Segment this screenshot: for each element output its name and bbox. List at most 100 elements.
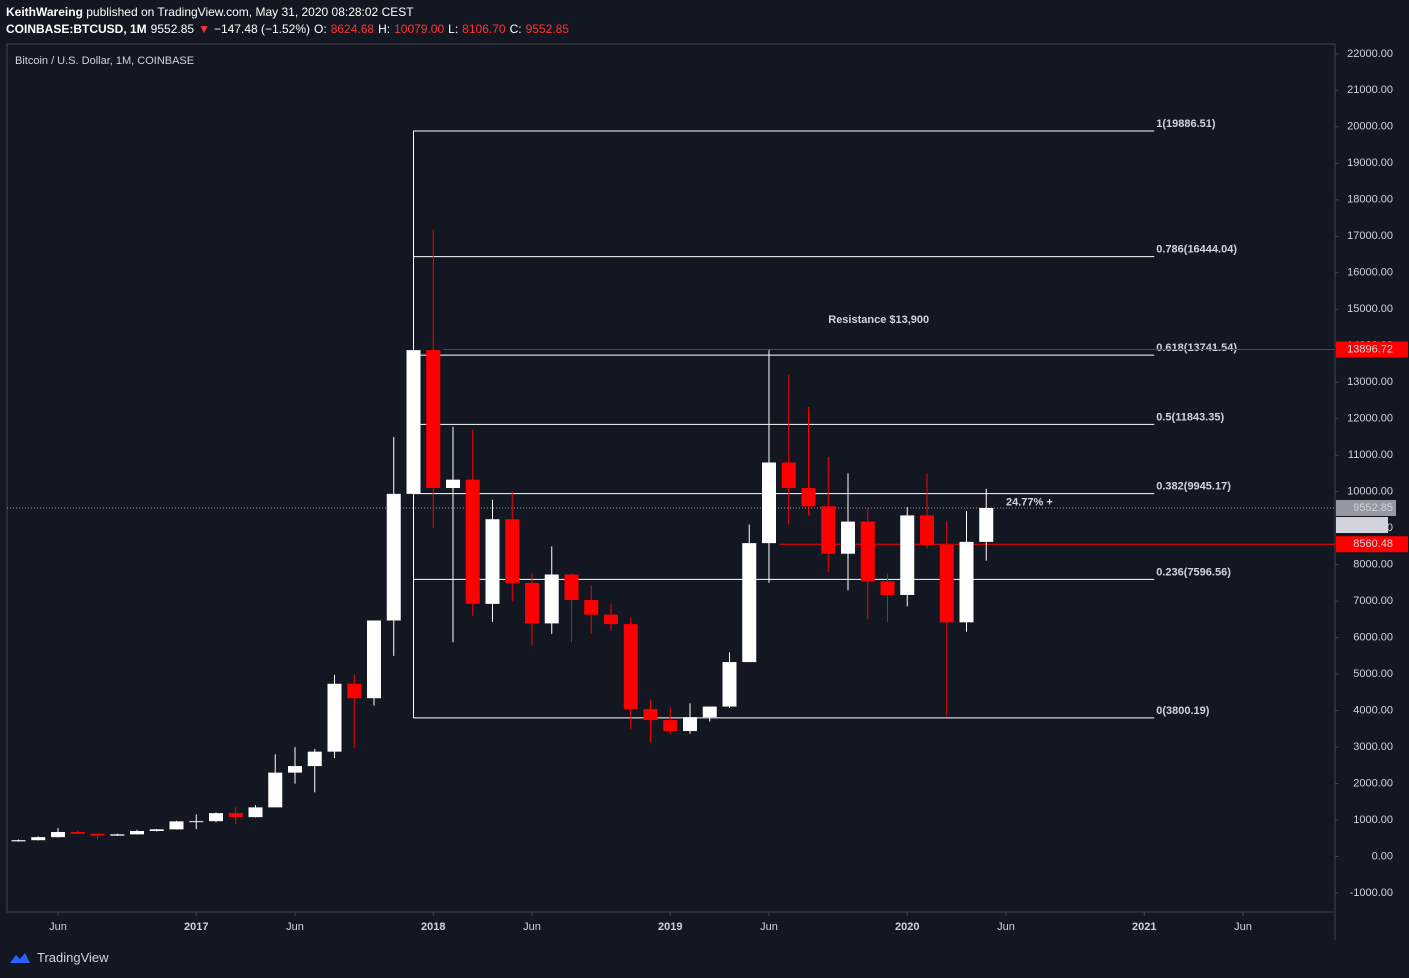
y-tick-label: 5000.00 <box>1353 668 1393 680</box>
candle-body <box>959 541 974 623</box>
candle-body <box>189 821 204 823</box>
price-tag <box>1336 341 1408 358</box>
fib-label: 0.786(16444.04) <box>1156 243 1237 255</box>
candle-body <box>683 717 697 732</box>
y-tick-label: 17000.00 <box>1347 230 1393 242</box>
y-tick-label: 15000.00 <box>1347 303 1393 315</box>
y-tick-label: 0.00 <box>1372 850 1393 862</box>
quote-part: O: <box>314 22 327 36</box>
y-tick-label: 1000.00 <box>1353 814 1393 826</box>
y-tick-label: 6000.00 <box>1353 632 1393 644</box>
quote-part: COINBASE:BTCUSD, 1M <box>6 22 147 36</box>
fib-label: 0.618(13741.54) <box>1156 342 1237 354</box>
candle-body <box>446 479 460 489</box>
candle-body <box>841 521 855 554</box>
quote-part: H: <box>378 22 391 36</box>
candle-body <box>51 831 65 838</box>
y-tick-label: 10000.00 <box>1347 486 1393 498</box>
candle-body <box>347 683 362 699</box>
brand: TradingView <box>37 950 109 965</box>
x-tick-label: Jun <box>1234 921 1252 933</box>
candle-body <box>426 350 441 489</box>
y-tick-label: 20000.00 <box>1347 121 1393 133</box>
price-tag-label: 13896.72 <box>1347 343 1393 355</box>
quote-part: L: <box>448 22 459 36</box>
candle-body <box>604 614 618 625</box>
published: published on TradingView.com, May 31, 20… <box>86 5 414 19</box>
candle-body <box>149 829 164 832</box>
y-tick-label: 11000.00 <box>1348 449 1393 461</box>
y-tick-label: 3000.00 <box>1353 741 1393 753</box>
y-tick-label: 2000.00 <box>1353 777 1393 789</box>
x-tick-label: 2020 <box>895 921 919 933</box>
candle-body <box>525 582 539 624</box>
candle-body <box>900 515 915 595</box>
x-tick-label: Jun <box>523 921 541 933</box>
chart-title: Bitcoin / U.S. Dollar, 1M, COINBASE <box>15 55 194 67</box>
candle-body <box>307 751 322 767</box>
y-tick-label: 7000.00 <box>1353 595 1393 607</box>
logo <box>10 952 30 963</box>
candle-body <box>722 662 737 707</box>
candle-body <box>209 813 223 822</box>
candle-body <box>327 683 342 752</box>
countdown: 17:32:04 <box>1341 519 1384 531</box>
x-tick-label: Jun <box>760 921 778 933</box>
y-tick-label: -1000.00 <box>1350 887 1393 899</box>
fib-label: 0.5(11843.35) <box>1156 411 1224 423</box>
y-tick-label: 13000.00 <box>1347 376 1393 388</box>
candle-body <box>465 479 480 604</box>
price-tag <box>1336 536 1408 553</box>
candle-body <box>367 620 381 699</box>
candle-body <box>702 706 717 718</box>
annotation: 24.77% + <box>1006 497 1053 509</box>
y-tick-label: 22000.00 <box>1347 48 1393 60</box>
y-tick-label: 4000.00 <box>1353 705 1393 717</box>
quote-part: C: <box>509 22 522 36</box>
candle-body <box>130 831 144 835</box>
candle-body <box>762 462 776 544</box>
candle-body <box>31 837 46 841</box>
candle-body <box>228 813 243 818</box>
fib-label: 0.382(9945.17) <box>1156 481 1231 493</box>
y-tick-label: 21000.00 <box>1347 84 1393 96</box>
candle-body <box>742 543 757 663</box>
y-tick-label: 12000.00 <box>1347 413 1393 425</box>
candle-body <box>406 350 421 494</box>
candle-body <box>485 519 500 604</box>
candle-body <box>386 493 401 621</box>
fib-label: 0(3800.19) <box>1156 705 1210 717</box>
candle-body <box>623 624 638 710</box>
y-tick-label: 18000.00 <box>1347 194 1393 206</box>
countdown-tag <box>1336 516 1388 533</box>
quote-part: 8106.70 <box>462 22 506 36</box>
quote-part: 9552.85 <box>525 22 569 36</box>
candle-body <box>584 600 599 615</box>
header: KeithWareing published on TradingView.co… <box>6 4 573 38</box>
quote-part: ▼ <box>198 22 210 36</box>
candle-body <box>643 709 658 721</box>
x-tick-label: Jun <box>286 921 304 933</box>
x-tick-label: 2017 <box>184 921 208 933</box>
quote-part: 8624.68 <box>330 22 375 36</box>
y-tick-label: 16000.00 <box>1347 267 1393 279</box>
candle-body <box>169 821 184 830</box>
candle-body <box>11 840 26 842</box>
candle-body <box>939 544 954 623</box>
chart: Bitcoin / U.S. Dollar, 1M, COINBASE -100… <box>6 43 1408 940</box>
candle-body <box>920 515 934 545</box>
plot-frame <box>6 43 1336 913</box>
quote-part: −147.48 (−1.52%) <box>213 22 311 36</box>
candle-body <box>70 831 85 834</box>
candle-body <box>979 507 994 542</box>
x-tick-label: Jun <box>49 921 67 933</box>
header-line: KeithWareing published on TradingView.co… <box>6 4 573 21</box>
footer: TradingView <box>8 950 109 965</box>
candle-body <box>663 720 678 732</box>
quote-part: 9552.85 <box>150 22 195 36</box>
quote-line: COINBASE:BTCUSD, 1M 9552.85 ▼ −147.48 (−1.5… <box>6 21 573 38</box>
candle-body <box>268 772 283 808</box>
y-tick-label: 19000.00 <box>1347 157 1393 169</box>
x-tick-label: Jun <box>997 921 1015 933</box>
